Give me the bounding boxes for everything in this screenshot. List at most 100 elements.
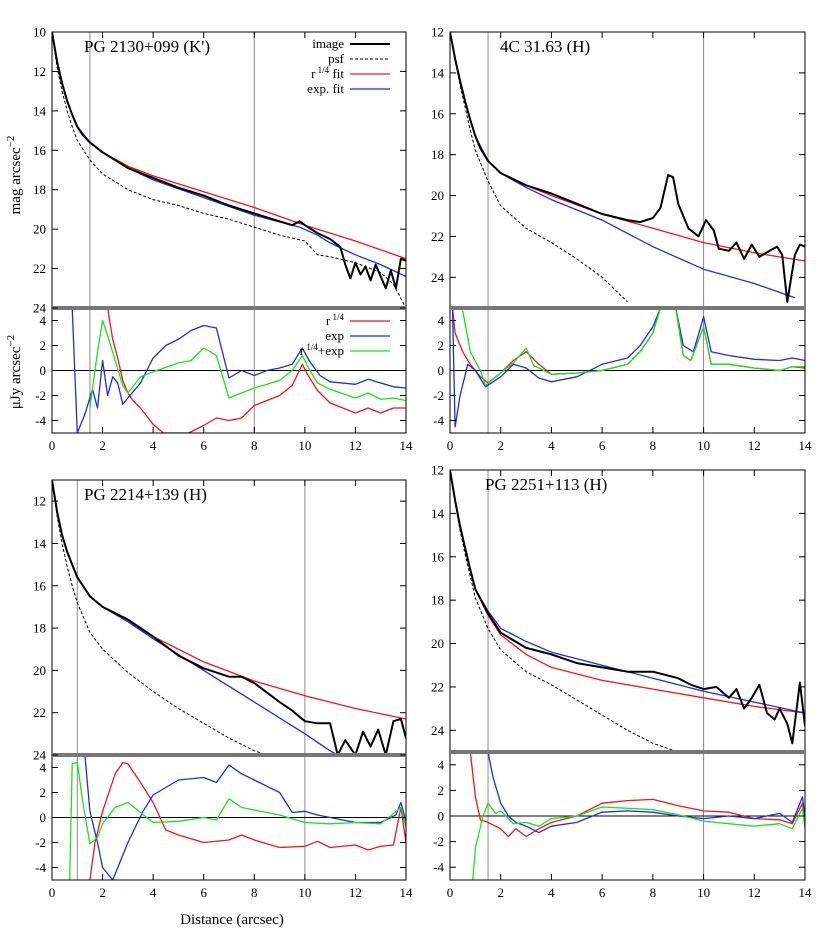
x-tick-label: 8 <box>251 885 258 900</box>
r14-fit-line <box>450 32 805 262</box>
y-tick-label-bottom: -4 <box>433 413 444 428</box>
y-tick-label-top: 24 <box>431 270 445 285</box>
y-tick-label-bottom: -2 <box>433 834 444 849</box>
x-tick-label: 10 <box>697 885 710 900</box>
x-tick-label: 6 <box>200 885 207 900</box>
ylabel-bottom-text: μJy arcsec <box>8 346 24 409</box>
y-tick-label-bottom: 0 <box>40 810 47 825</box>
y-axis-title-bottom: μJy arcsec−2 <box>5 335 24 409</box>
x-tick-label: 8 <box>251 438 258 453</box>
legend-bottom-label-combo: r 1/4+exp <box>300 342 344 358</box>
x-tick-label: 4 <box>150 885 157 900</box>
y-tick-label-top: 12 <box>33 494 46 509</box>
x-tick-label: 6 <box>599 438 606 453</box>
r14-fit-line <box>52 32 406 260</box>
plot-frame <box>51 31 407 434</box>
y-tick-label-bottom: 2 <box>40 338 47 353</box>
psf-profile-line <box>52 32 406 308</box>
y-tick-label-top: 16 <box>33 143 47 158</box>
x-tick-label: 10 <box>298 438 311 453</box>
x-tick-label: 10 <box>298 885 311 900</box>
x-tick-label: 0 <box>49 438 56 453</box>
x-tick-label: 4 <box>150 438 157 453</box>
x-tick-label: 10 <box>697 438 710 453</box>
x-tick-label: 14 <box>400 885 414 900</box>
x-tick-label: 2 <box>497 438 504 453</box>
svg-text:μJy arcsec−2: μJy arcsec−2 <box>5 335 24 409</box>
x-tick-label: 2 <box>99 438 106 453</box>
r14-fit-line <box>52 480 406 720</box>
plot-frame <box>449 469 806 881</box>
combo-residual-line <box>69 761 406 880</box>
y-tick-label-bottom: 2 <box>40 785 47 800</box>
y-tick-label-bottom: 4 <box>438 313 445 328</box>
y-tick-label-bottom: 2 <box>438 783 445 798</box>
plot-frame <box>449 31 806 434</box>
y-tick-label-top: 14 <box>431 506 445 521</box>
x-tick-label: 12 <box>349 885 362 900</box>
y-tick-label-top: 20 <box>33 222 46 237</box>
exp-residual-line <box>71 308 406 433</box>
x-tick-label: 8 <box>650 885 657 900</box>
image-profile-line <box>52 480 406 755</box>
x-tick-label: 4 <box>548 885 555 900</box>
y-tick-label-top: 20 <box>431 636 444 651</box>
combo-residual-line <box>472 802 805 880</box>
psf-profile-line <box>52 480 268 755</box>
x-tick-label: 14 <box>799 438 813 453</box>
y-tick-label-top: 22 <box>431 229 444 244</box>
legend-top-label-exp: exp. fit <box>307 81 344 96</box>
ylabel-bottom-exponent: −2 <box>5 335 17 347</box>
x-tick-label: 6 <box>599 885 606 900</box>
r14-residual-line <box>469 752 805 838</box>
y-tick-label-top: 20 <box>33 663 46 678</box>
legend-bottom-label-r14: r 1/4 <box>326 312 345 328</box>
y-tick-label-top: 12 <box>431 463 444 478</box>
y-tick-label-top: 18 <box>33 621 46 636</box>
x-tick-label: 0 <box>447 885 454 900</box>
y-tick-label-top: 22 <box>33 705 46 720</box>
y-tick-label-top: 16 <box>431 106 445 121</box>
x-tick-label: 6 <box>200 438 207 453</box>
y-tick-label-top: 20 <box>431 188 444 203</box>
y-tick-label-top: 16 <box>431 549 445 564</box>
y-tick-label-bottom: 2 <box>438 338 445 353</box>
image-profile-line <box>450 470 805 745</box>
x-tick-label: 12 <box>748 885 761 900</box>
y-tick-label-top: 24 <box>33 748 47 763</box>
image-profile-line <box>450 32 805 303</box>
combo-residual-line <box>89 319 406 409</box>
y-tick-label-bottom: 4 <box>438 757 445 772</box>
x-tick-label: 8 <box>650 438 657 453</box>
panel-title: PG 2214+139 (H) <box>84 485 207 504</box>
y-tick-label-top: 12 <box>33 64 46 79</box>
y-tick-label-top: 18 <box>431 147 444 162</box>
y-tick-label-top: 14 <box>33 103 47 118</box>
y-tick-label-top: 16 <box>33 578 47 593</box>
r14-fit-line <box>450 470 805 714</box>
y-tick-label-top: 18 <box>431 593 444 608</box>
exp-residual-line <box>451 308 805 428</box>
y-tick-label-bottom: 0 <box>438 363 445 378</box>
legend-top-label-psf: psf <box>328 51 345 66</box>
legend-bottom-label-exp: exp <box>325 328 344 343</box>
exp-residual-line <box>487 752 805 834</box>
ylabel-top-text: mag arcsec <box>8 147 24 214</box>
x-tick-label: 2 <box>497 885 504 900</box>
y-tick-label-top: 18 <box>33 182 46 197</box>
y-tick-label-bottom: 0 <box>40 363 47 378</box>
y-tick-label-top: 14 <box>33 536 47 551</box>
y-tick-label-bottom: -4 <box>35 413 46 428</box>
x-tick-label: 14 <box>400 438 414 453</box>
legend-top-label-r14: r 1/4 fit <box>311 65 344 81</box>
svg-text:mag arcsec−2: mag arcsec−2 <box>5 136 24 215</box>
y-tick-label-top: 22 <box>33 261 46 276</box>
x-tick-label: 0 <box>447 438 454 453</box>
